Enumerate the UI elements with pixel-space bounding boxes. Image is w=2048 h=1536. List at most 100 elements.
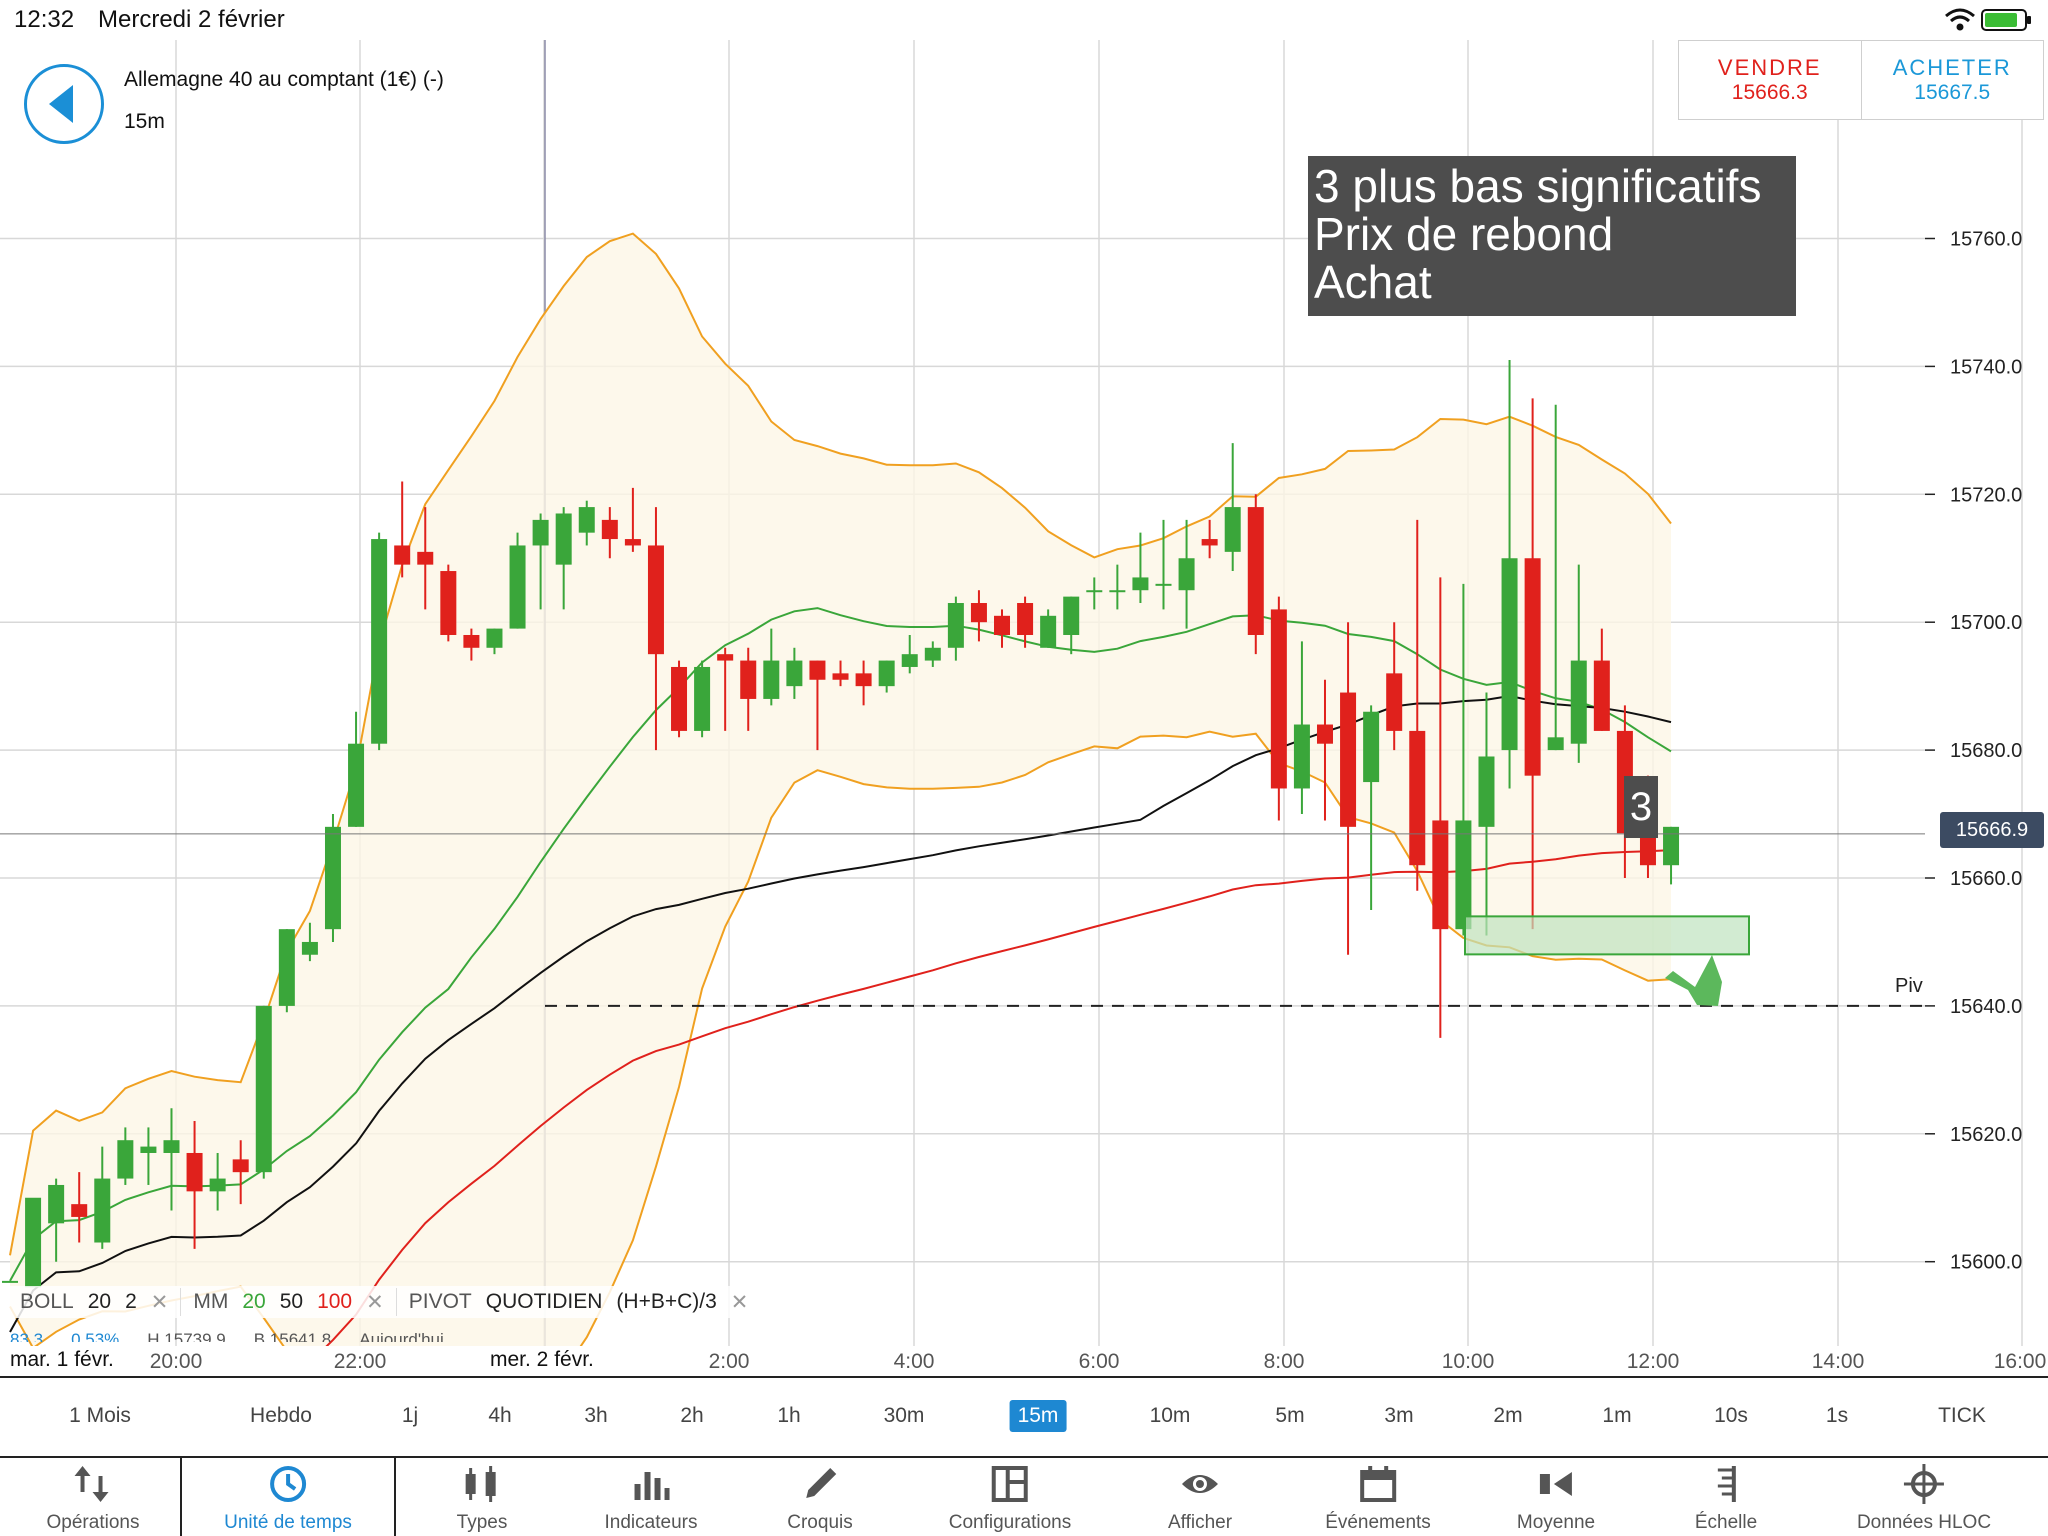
candle-body — [1524, 558, 1541, 776]
timeframe-1j[interactable]: 1j — [401, 1404, 419, 1427]
ohlc-period: Aujourd'hui — [359, 1330, 444, 1342]
timeframe-1h[interactable]: 1h — [777, 1404, 801, 1427]
buy-button[interactable]: ACHETER 15667.5 — [1862, 41, 2044, 119]
toolbar-average[interactable]: Moyenne — [1517, 1458, 1595, 1536]
time-tick: 22:00 — [333, 1350, 387, 1373]
pivot-label: Piv — [1895, 975, 1923, 997]
candle — [832, 660, 849, 687]
candle — [1593, 628, 1610, 731]
legend-divider — [180, 1288, 182, 1316]
ohlc-row: 83.3 0.53% H 15739.9 B 15641.8 Aujourd'h… — [10, 1330, 444, 1342]
remove-mm-icon[interactable]: ✕ — [366, 1290, 384, 1314]
toolbar-scale[interactable]: Échelle — [1695, 1458, 1757, 1536]
timeframe-1s[interactable]: 1s — [1825, 1404, 1849, 1427]
timeframe-30m[interactable]: 30m — [883, 1404, 925, 1427]
candle — [924, 641, 941, 667]
candle — [1432, 577, 1449, 1038]
candle — [94, 1146, 111, 1249]
timeframe-2m[interactable]: 2m — [1493, 1404, 1523, 1427]
scale-icon — [1704, 1462, 1748, 1506]
toolbar-label: Indicateurs — [604, 1512, 698, 1533]
candle-body — [1455, 820, 1472, 930]
timeframe-15m[interactable]: 15m — [1009, 1400, 1067, 1432]
timeframe-10s[interactable]: 10s — [1714, 1404, 1748, 1427]
candle-body — [717, 654, 734, 661]
candle — [394, 481, 411, 578]
candle-body — [1040, 615, 1057, 648]
timeframe-4h[interactable]: 4h — [488, 1404, 512, 1427]
timeframe-1-mois[interactable]: 1 Mois — [69, 1404, 131, 1427]
candle-body — [1293, 724, 1310, 789]
toolbar-sort-arrows[interactable]: Opérations — [46, 1458, 140, 1536]
price-tick-label: 15760.0 — [1950, 229, 2022, 251]
toolbar-clock[interactable]: Unité de temps — [224, 1458, 352, 1536]
timeframe-10m[interactable]: 10m — [1149, 1404, 1191, 1427]
timeframe-tick[interactable]: TICK — [1938, 1404, 1986, 1427]
remove-pivot-icon[interactable]: ✕ — [730, 1290, 749, 1314]
candle-body — [1570, 660, 1587, 744]
timeframe-hebdo[interactable]: Hebdo — [250, 1404, 312, 1427]
annotation-line: 3 plus bas significatifs — [1314, 160, 1762, 212]
buy-arrow-icon — [1665, 955, 1722, 1006]
candle — [855, 660, 872, 706]
toolbar-pencil[interactable]: Croquis — [787, 1458, 853, 1536]
timeframe-5m[interactable]: 5m — [1275, 1404, 1305, 1427]
legend-mm-p2: 50 — [279, 1290, 304, 1313]
toolbar-candles[interactable]: Types — [457, 1458, 507, 1536]
legend-divider — [395, 1288, 397, 1316]
candle-body — [901, 654, 918, 667]
candle-body — [1478, 756, 1495, 827]
candle — [947, 596, 964, 661]
legend-boll[interactable]: BOLL 20 2 ✕ — [8, 1290, 180, 1315]
candle-body — [371, 539, 388, 744]
candle-body — [601, 519, 618, 540]
time-tick: 16:00 — [1993, 1350, 2047, 1373]
candle — [1017, 596, 1034, 648]
candle-body — [786, 660, 803, 687]
candle-body — [1109, 590, 1126, 593]
toolbar-calendar[interactable]: Événements — [1325, 1458, 1431, 1536]
timeframe-1m[interactable]: 1m — [1602, 1404, 1632, 1427]
remove-boll-icon[interactable]: ✕ — [150, 1290, 169, 1314]
timeframe-2h[interactable]: 2h — [680, 1404, 704, 1427]
price-chart[interactable]: 15760.0 15740.0 15720.0 15700.0 15680.0 15660… — [0, 40, 2048, 1346]
annotation-box: 3 plus bas significatifs Prix de rebond … — [1308, 156, 1796, 316]
candle — [509, 532, 526, 629]
candle-body — [486, 628, 503, 648]
toolbar-label: Données HLOC — [1856, 1512, 1992, 1533]
sell-button[interactable]: VENDRE 15666.3 — [1679, 41, 1862, 119]
battery-icon — [1981, 9, 2031, 31]
toolbar-layout[interactable]: Configurations — [949, 1458, 1071, 1536]
candle-body — [1270, 609, 1287, 789]
mm100-line — [325, 849, 1672, 1346]
average-icon — [1534, 1462, 1578, 1506]
annotation-marker: 3 — [1624, 776, 1658, 838]
candle-body — [1224, 507, 1241, 552]
candle-body — [855, 673, 872, 687]
candle-body — [832, 673, 849, 680]
time-tick: 4:00 — [893, 1350, 935, 1373]
candle-body — [509, 545, 526, 629]
candle — [1086, 577, 1103, 610]
toolbar-label: Opérations — [46, 1512, 140, 1533]
candle — [1663, 826, 1680, 885]
candle-body — [2, 1280, 18, 1283]
back-button[interactable] — [24, 64, 104, 144]
status-time: 12:32 — [14, 6, 75, 33]
timeframe-3m[interactable]: 3m — [1384, 1404, 1414, 1427]
candle-body — [740, 660, 757, 699]
timeframe-3h[interactable]: 3h — [584, 1404, 608, 1427]
annotation-line: Achat — [1314, 256, 1432, 308]
candle — [163, 1108, 180, 1211]
toolbar-crosshair[interactable]: Données HLOC — [1857, 1458, 1991, 1536]
legend-pivot[interactable]: PIVOT QUOTIDIEN (H+B+C)/3 ✕ — [397, 1290, 761, 1315]
candle-body — [394, 545, 411, 565]
price-tick-label: 15720.0 — [1950, 484, 2022, 506]
timeframe-label: 15m — [124, 110, 165, 133]
price-tick-label: 15700.0 — [1950, 612, 2022, 634]
toolbar-bar-chart[interactable]: Indicateurs — [604, 1458, 698, 1536]
candle-body — [532, 519, 549, 546]
legend-mm[interactable]: MM 20 50 100 ✕ — [181, 1290, 395, 1315]
time-tick: 14:00 — [1811, 1350, 1865, 1373]
toolbar-eye[interactable]: Afficher — [1168, 1458, 1232, 1536]
